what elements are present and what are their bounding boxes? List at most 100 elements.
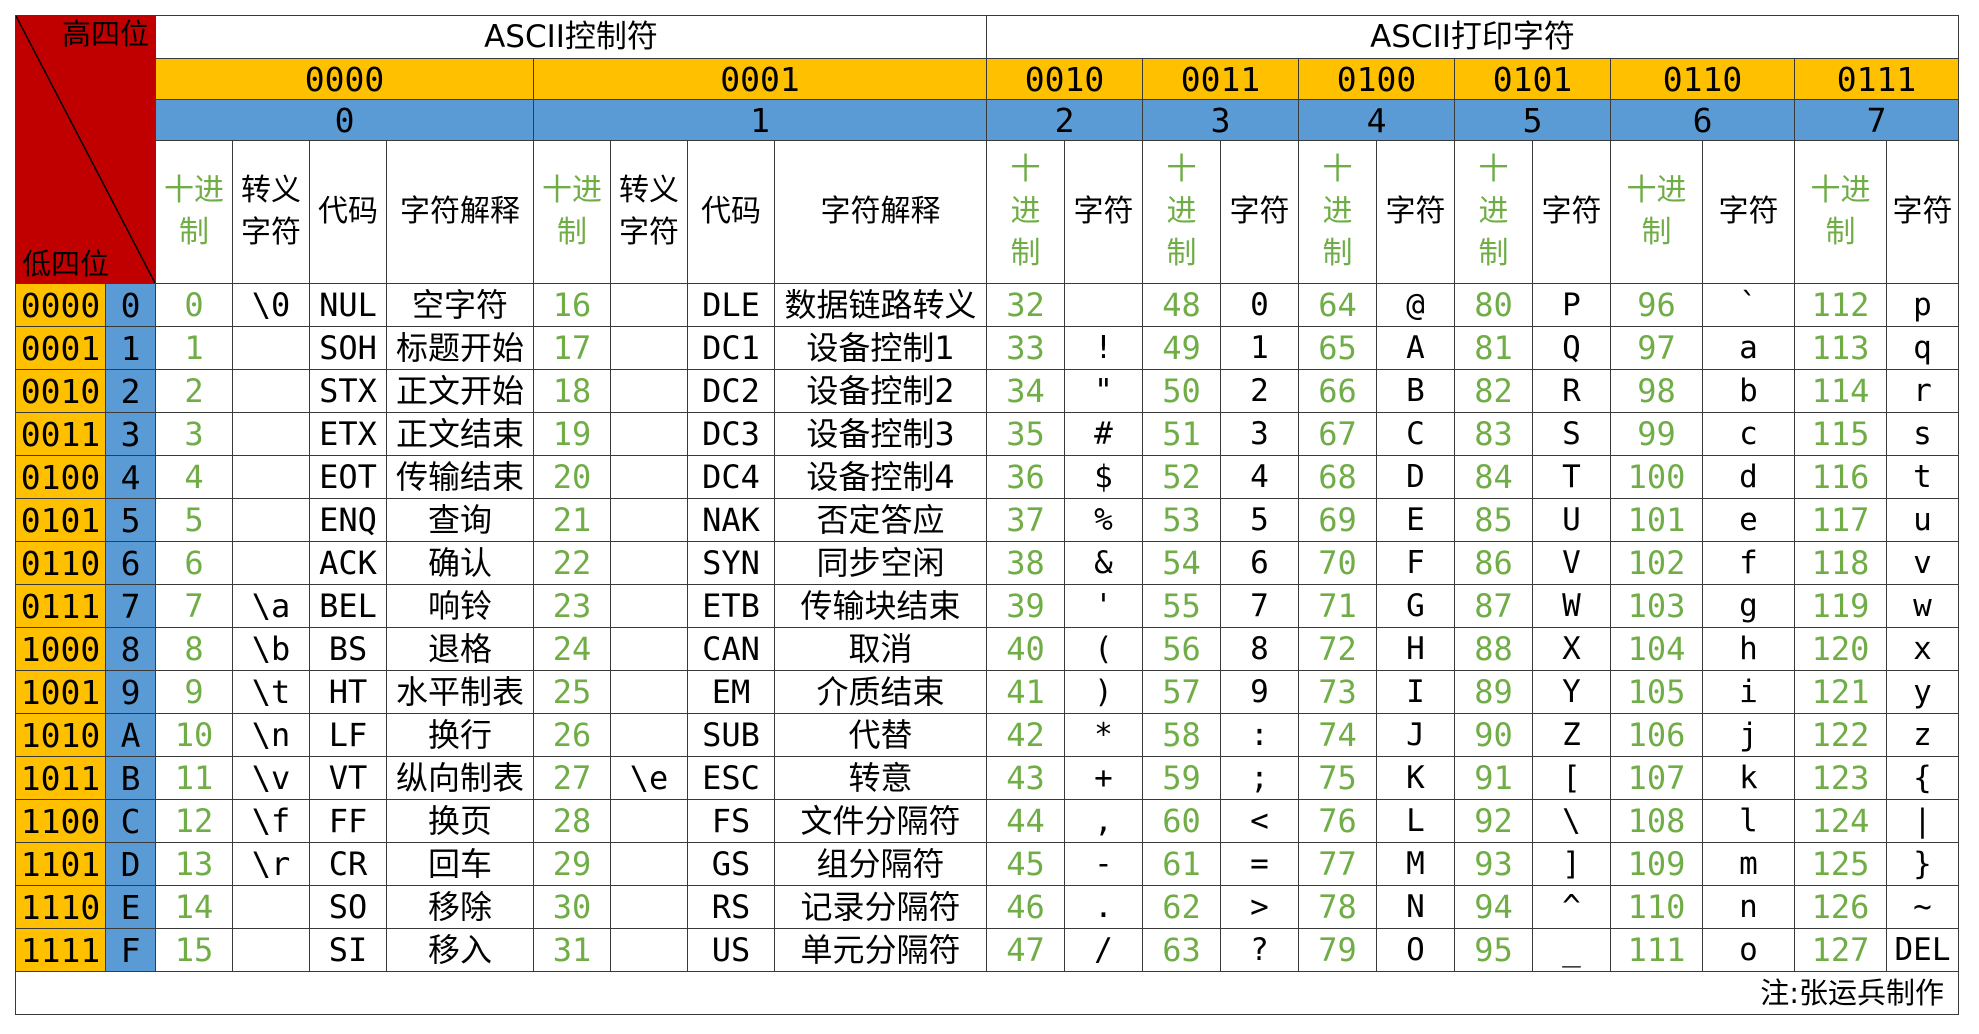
subheader-char: 字符 [1886,140,1959,284]
char-cell: w [1886,584,1959,628]
low-bits-hex: E [105,885,156,929]
low-bits-binary: 0111 [15,584,106,628]
meaning-cell: 标题开始 [386,326,534,370]
char-cell: & [1064,541,1143,585]
subheader-meaning: 字符解释 [774,140,987,284]
char-cell: 0 [1220,283,1299,327]
decimal-cell: 18 [533,369,611,413]
decimal-cell: 117 [1794,498,1887,542]
meaning-cell: 换页 [386,799,534,843]
subheader-code: 代码 [687,140,775,284]
char-cell: < [1220,799,1299,843]
ascii-table: 高四位 低四位 ASCII控制符 ASCII打印字符 0000 0001 0010 0… [15,15,1959,1015]
char-cell: E [1376,498,1455,542]
meaning-cell: 单元分隔符 [774,928,987,972]
char-cell: J [1376,713,1455,757]
decimal-cell: 98 [1610,369,1703,413]
decimal-cell: 68 [1298,455,1377,499]
escape-cell: \a [232,584,310,628]
escape-cell [232,412,310,456]
high-bits-binary: 0011 [1142,58,1299,100]
decimal-cell: 107 [1610,756,1703,800]
char-cell: [ [1532,756,1611,800]
decimal-cell: 59 [1142,756,1221,800]
low-bits-hex: 1 [105,326,156,370]
char-cell: 3 [1220,412,1299,456]
decimal-cell: 75 [1298,756,1377,800]
char-cell: @ [1376,283,1455,327]
high-bits-label: 高四位 [61,17,149,51]
char-cell: o [1702,928,1795,972]
char-cell: F [1376,541,1455,585]
meaning-cell: 换行 [386,713,534,757]
table-row: 0000 0 0 \0 NUL 空字符 16 DLE 数据链路转义 32 48 0 64 @80 P 96 `… [15,283,1959,327]
code-cell: DLE [687,283,775,327]
decimal-cell: 116 [1794,455,1887,499]
decimal-cell: 25 [533,670,611,714]
code-cell: DC2 [687,369,775,413]
meaning-cell: 回车 [386,842,534,886]
decimal-cell: 64 [1298,283,1377,327]
code-cell: FS [687,799,775,843]
char-cell: S [1532,412,1611,456]
meaning-cell: 移入 [386,928,534,972]
high-bits-hex: 1 [533,99,987,141]
decimal-cell: 49 [1142,326,1221,370]
code-cell: SO [309,885,387,929]
char-cell: ~ [1886,885,1959,929]
low-bits-binary: 1001 [15,670,106,714]
char-cell: = [1220,842,1299,886]
decimal-cell: 16 [533,283,611,327]
low-bits-binary: 1010 [15,713,106,757]
table-row: 0011 3 3 ETX 正文结束 19 DC3 设备控制3 35 #51 3 67 C 83 S 99 c 11… [15,412,1959,456]
char-cell: $ [1064,455,1143,499]
char-cell: . [1064,885,1143,929]
low-bits-hex: 9 [105,670,156,714]
subheader-decimal: 十进制 [533,140,611,284]
high-bits-binary: 0010 [986,58,1143,100]
char-cell: i [1702,670,1795,714]
decimal-cell: 120 [1794,627,1887,671]
decimal-cell: 21 [533,498,611,542]
decimal-cell: 38 [986,541,1065,585]
char-cell: ? [1220,928,1299,972]
decimal-cell: 36 [986,455,1065,499]
printable-section-title: ASCII打印字符 [986,15,1959,59]
code-cell: ENQ [309,498,387,542]
escape-cell [610,627,688,671]
decimal-cell: 83 [1454,412,1533,456]
char-cell: , [1064,799,1143,843]
code-cell: SUB [687,713,775,757]
low-bits-hex: 3 [105,412,156,456]
char-cell: z [1886,713,1959,757]
subheader-decimal: 十进制 [1794,140,1887,284]
char-cell: c [1702,412,1795,456]
code-cell: STX [309,369,387,413]
char-cell: | [1886,799,1959,843]
code-cell: VT [309,756,387,800]
char-cell: f [1702,541,1795,585]
decimal-cell: 69 [1298,498,1377,542]
escape-cell [610,584,688,628]
code-cell: ETX [309,412,387,456]
low-bits-hex: 7 [105,584,156,628]
char-cell: A [1376,326,1455,370]
char-cell: ) [1064,670,1143,714]
meaning-cell: 介质结束 [774,670,987,714]
decimal-cell: 8 [155,627,233,671]
escape-cell [610,412,688,456]
decimal-cell: 111 [1610,928,1703,972]
low-bits-binary: 1101 [15,842,106,886]
char-cell: X [1532,627,1611,671]
subheader-escape: 转义字符 [232,140,310,284]
decimal-cell: 85 [1454,498,1533,542]
escape-cell [610,455,688,499]
escape-cell [610,928,688,972]
char-cell: U [1532,498,1611,542]
code-cell: SYN [687,541,775,585]
decimal-cell: 24 [533,627,611,671]
low-bits-binary: 0001 [15,326,106,370]
subheader-decimal: 十进制 [1454,140,1533,284]
meaning-cell: 退格 [386,627,534,671]
decimal-cell: 11 [155,756,233,800]
